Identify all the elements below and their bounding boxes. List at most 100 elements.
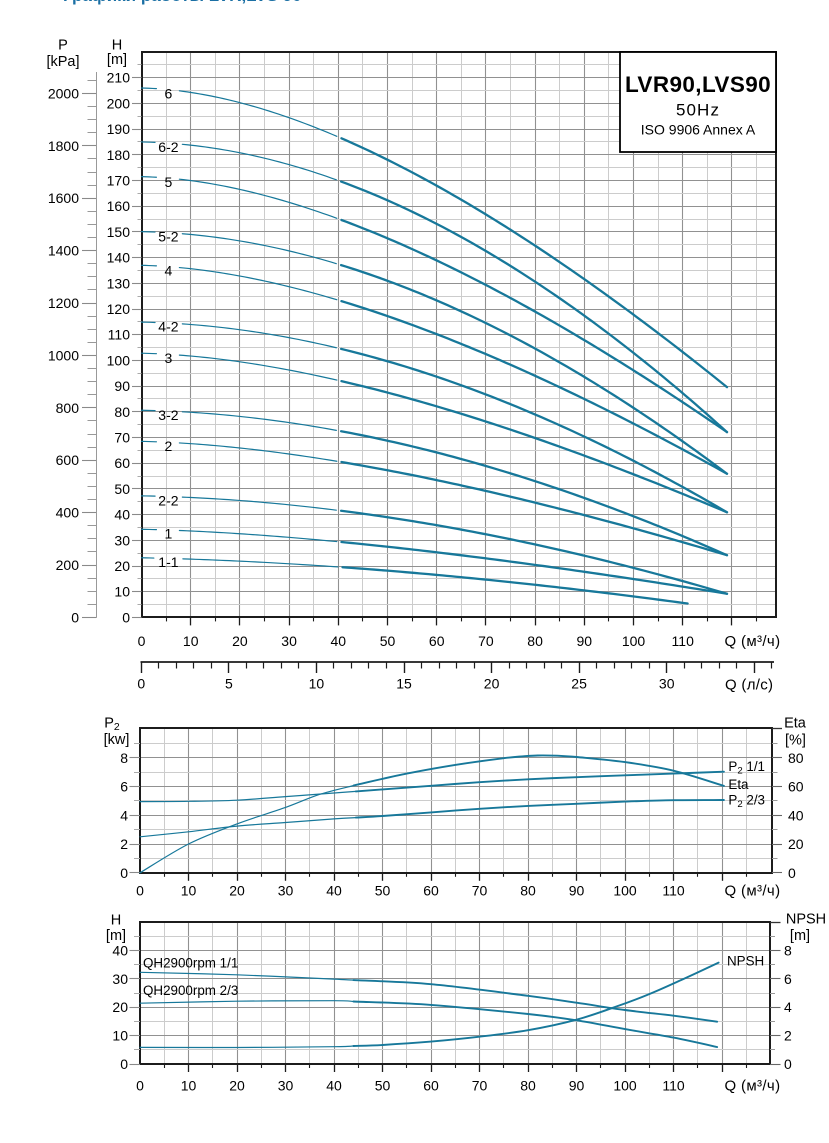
svg-text:100: 100	[107, 352, 131, 368]
svg-text:3: 3	[165, 350, 173, 366]
svg-text:8: 8	[120, 750, 128, 766]
svg-text:110: 110	[662, 883, 685, 899]
svg-text:50Hz: 50Hz	[676, 100, 720, 119]
svg-text:20: 20	[229, 1078, 245, 1094]
svg-text:110: 110	[672, 633, 695, 649]
svg-text:15: 15	[396, 676, 412, 692]
svg-text:200: 200	[56, 557, 80, 573]
svg-text:20: 20	[229, 883, 245, 899]
svg-text:140: 140	[107, 250, 131, 266]
svg-text:[m]: [m]	[790, 928, 810, 944]
svg-text:50: 50	[375, 1078, 391, 1094]
svg-text:5: 5	[165, 174, 173, 190]
svg-text:60: 60	[114, 455, 130, 471]
svg-text:30: 30	[281, 633, 297, 649]
svg-text:QH2900rpm 1/1: QH2900rpm 1/1	[143, 956, 238, 971]
svg-text:2: 2	[120, 836, 128, 852]
svg-text:[%]: [%]	[785, 733, 806, 749]
svg-text:190: 190	[107, 121, 131, 137]
svg-text:5: 5	[225, 676, 233, 692]
svg-text:30: 30	[659, 676, 675, 692]
svg-text:2000: 2000	[48, 85, 79, 101]
svg-text:20: 20	[484, 676, 500, 692]
svg-text:20: 20	[112, 999, 128, 1015]
svg-text:10: 10	[114, 584, 130, 600]
svg-text:180: 180	[107, 147, 131, 163]
svg-text:1400: 1400	[48, 243, 79, 259]
svg-text:[kw]: [kw]	[104, 732, 130, 748]
svg-text:90: 90	[569, 883, 585, 899]
svg-text:70: 70	[472, 1078, 488, 1094]
svg-text:H: H	[112, 38, 122, 54]
svg-text:120: 120	[107, 301, 131, 317]
svg-text:40: 40	[114, 507, 130, 523]
svg-text:60: 60	[423, 1078, 439, 1094]
svg-text:4: 4	[165, 262, 173, 278]
svg-text:0: 0	[120, 1056, 128, 1072]
svg-text:60: 60	[423, 883, 439, 899]
svg-text:Eta: Eta	[784, 716, 807, 732]
svg-text:[m]: [m]	[107, 52, 127, 68]
svg-text:1: 1	[165, 526, 173, 542]
svg-text:5-2: 5-2	[158, 228, 178, 244]
svg-text:200: 200	[107, 95, 131, 111]
svg-text:40: 40	[788, 807, 804, 823]
svg-text:NPSH: NPSH	[727, 954, 764, 969]
svg-text:160: 160	[107, 198, 131, 214]
svg-text:60: 60	[429, 633, 445, 649]
svg-text:130: 130	[107, 275, 131, 291]
svg-text:P2 1/1: P2 1/1	[728, 759, 765, 776]
svg-text:10: 10	[112, 1028, 128, 1044]
svg-text:0: 0	[784, 1056, 792, 1072]
svg-text:10: 10	[183, 633, 199, 649]
svg-text:50: 50	[380, 633, 396, 649]
svg-text:NPSH: NPSH	[786, 912, 826, 928]
svg-text:110: 110	[108, 327, 131, 343]
svg-text:80: 80	[788, 750, 804, 766]
svg-text:0: 0	[71, 609, 79, 625]
svg-text:70: 70	[478, 633, 494, 649]
svg-text:4-2: 4-2	[158, 319, 178, 335]
svg-text:30: 30	[114, 532, 130, 548]
svg-text:QH2900rpm 2/3: QH2900rpm 2/3	[143, 983, 238, 998]
svg-text:3-2: 3-2	[158, 407, 178, 423]
svg-text:4: 4	[120, 807, 128, 823]
svg-text:1200: 1200	[48, 295, 79, 311]
svg-text:6: 6	[784, 971, 792, 987]
svg-text:40: 40	[326, 1078, 342, 1094]
svg-text:[m]: [m]	[106, 928, 126, 944]
svg-text:20: 20	[114, 558, 130, 574]
svg-text:80: 80	[527, 633, 543, 649]
svg-text:20: 20	[788, 836, 804, 852]
svg-text:Q (л/с): Q (л/с)	[725, 677, 773, 694]
svg-text:10: 10	[181, 883, 197, 899]
svg-text:0: 0	[136, 1078, 144, 1094]
svg-text:100: 100	[613, 1078, 637, 1094]
svg-text:Q (м³/ч): Q (м³/ч)	[725, 883, 781, 900]
svg-text:0: 0	[137, 676, 145, 692]
svg-text:600: 600	[56, 452, 80, 468]
svg-text:LVR90,LVS90: LVR90,LVS90	[625, 72, 771, 97]
svg-text:30: 30	[278, 1078, 294, 1094]
svg-text:2-2: 2-2	[158, 492, 178, 508]
svg-text:Q (м³/ч): Q (м³/ч)	[725, 633, 781, 650]
svg-text:70: 70	[472, 883, 488, 899]
svg-text:4: 4	[784, 999, 792, 1015]
svg-text:80: 80	[114, 404, 130, 420]
svg-text:0: 0	[788, 865, 796, 881]
svg-text:P: P	[58, 38, 68, 54]
svg-text:40: 40	[326, 883, 342, 899]
svg-text:80: 80	[520, 1078, 536, 1094]
svg-text:30: 30	[278, 883, 294, 899]
svg-text:6-2: 6-2	[158, 139, 178, 155]
svg-text:8: 8	[784, 942, 792, 958]
svg-text:Графики работы LVR,LVS 90: Графики работы LVR,LVS 90	[63, 0, 302, 5]
svg-text:30: 30	[112, 971, 128, 987]
svg-text:10: 10	[181, 1078, 197, 1094]
svg-text:50: 50	[114, 481, 130, 497]
svg-text:90: 90	[114, 378, 130, 394]
svg-text:0: 0	[138, 633, 146, 649]
svg-text:100: 100	[622, 633, 646, 649]
svg-text:Eta: Eta	[728, 777, 749, 792]
svg-text:0: 0	[122, 609, 130, 625]
